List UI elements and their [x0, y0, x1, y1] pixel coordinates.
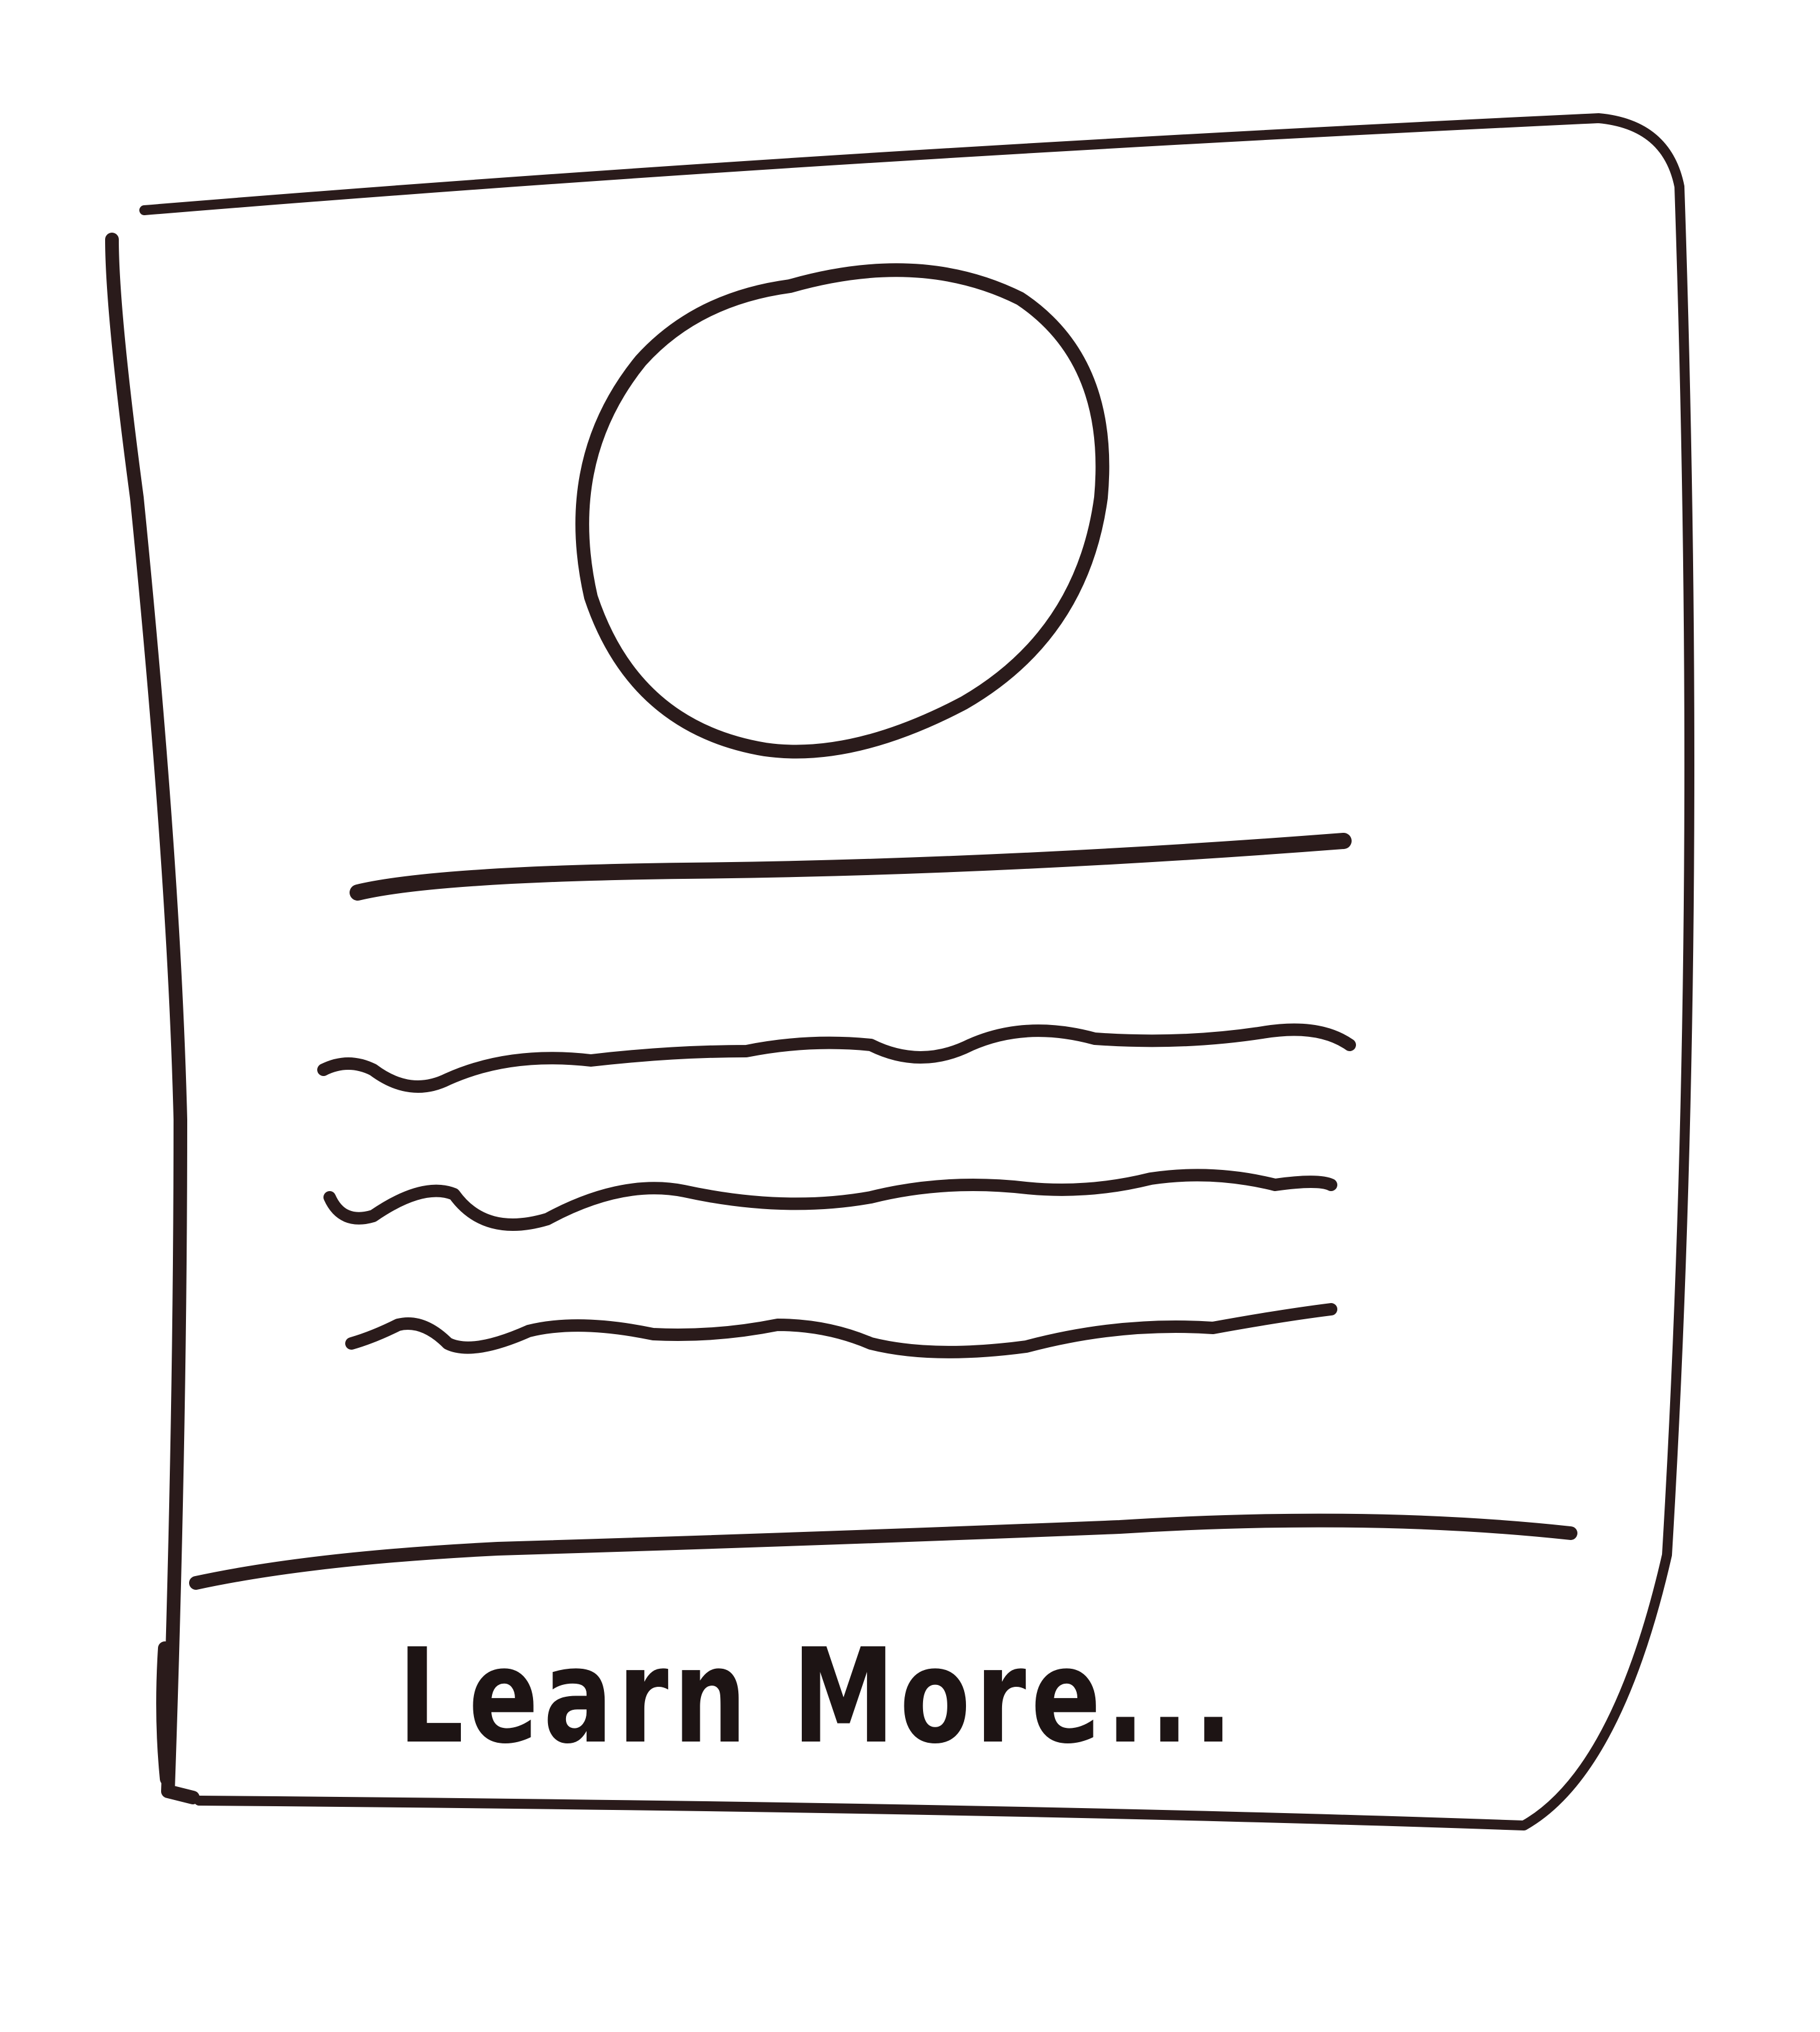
text-placeholder-lines — [317, 1023, 1356, 1358]
learn-more-button[interactable]: Learn More... — [398, 1620, 1238, 1773]
text-line — [317, 1023, 1356, 1093]
image-placeholder-icon — [575, 263, 1110, 759]
card-border — [139, 113, 1694, 1830]
card-border-left-stub — [156, 1641, 174, 1786]
card-border-left — [105, 233, 200, 1804]
card: Learn More... — [105, 113, 1694, 1830]
footer-divider — [189, 1513, 1577, 1590]
title-placeholder — [350, 833, 1352, 901]
text-line — [345, 1303, 1337, 1358]
text-line — [323, 1169, 1337, 1231]
